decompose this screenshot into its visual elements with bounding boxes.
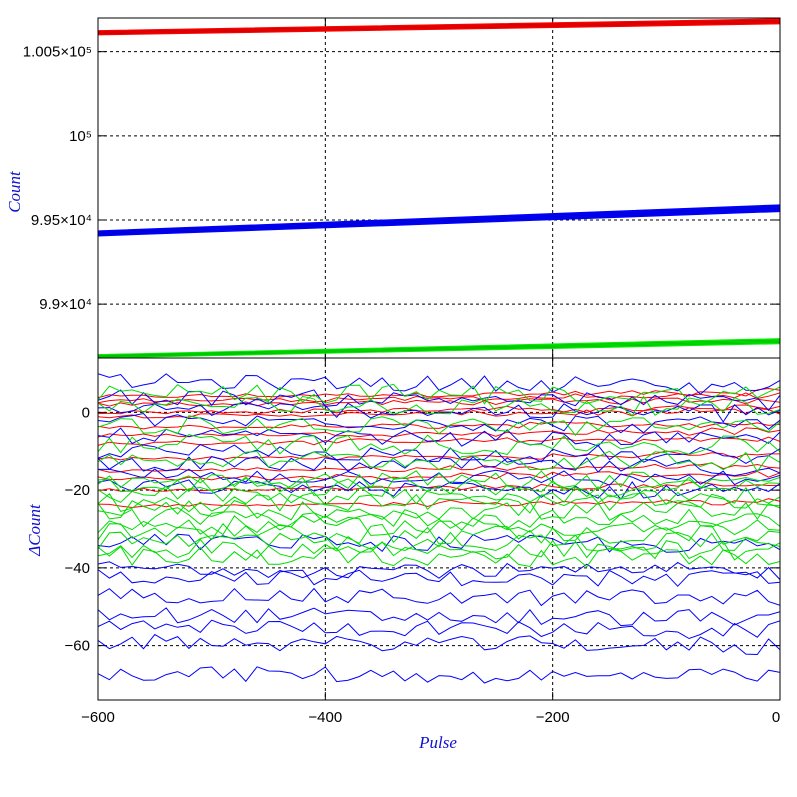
top-series	[98, 18, 780, 358]
series-strand	[98, 209, 780, 236]
bottom-y-tick-label: −20	[65, 482, 90, 499]
series-line	[98, 607, 780, 627]
series-line	[98, 569, 780, 587]
series-strand	[98, 207, 780, 234]
top-panel	[97, 17, 781, 359]
x-tick-label: 0	[772, 709, 780, 726]
series-strand	[98, 21, 780, 34]
series-line	[98, 433, 780, 456]
series-line	[98, 666, 780, 684]
series-line	[98, 515, 780, 536]
series-line	[98, 633, 780, 656]
series-line	[98, 561, 780, 580]
top-y-tick-label: 1.005×10⁵	[23, 44, 92, 61]
series-strand	[98, 340, 780, 357]
series-strand	[98, 19, 780, 32]
series-line	[98, 470, 780, 491]
series-line	[98, 619, 780, 640]
series-line	[98, 492, 780, 514]
series-line	[98, 443, 780, 464]
series-line	[98, 507, 780, 530]
x-tick-label: −600	[81, 709, 115, 726]
top-y-tick-label: 9.9×10⁴	[39, 296, 92, 313]
top-y-tick-label: 9.95×10⁴	[31, 212, 92, 229]
bottom-y-axis-title: ΔCount	[25, 503, 44, 557]
series-line	[98, 404, 780, 415]
series-line	[98, 450, 780, 473]
x-tick-label: −200	[536, 709, 570, 726]
series-line	[98, 479, 780, 500]
bottom-y-tick-label: −60	[65, 638, 90, 655]
series-line	[98, 450, 780, 461]
series-line	[98, 470, 780, 481]
series-band-0	[98, 18, 780, 36]
bottom-panel	[97, 357, 781, 701]
x-tick-label: −400	[308, 709, 342, 726]
series-band-2	[98, 338, 780, 358]
series-line	[98, 383, 780, 406]
bottom-series	[98, 373, 780, 684]
series-line	[98, 415, 780, 436]
series-strand	[98, 22, 780, 35]
series-line	[98, 523, 780, 545]
series-line	[98, 395, 780, 417]
series-line	[98, 531, 780, 552]
series-line	[98, 421, 780, 430]
series-strand	[98, 342, 780, 358]
plot-frame	[97, 357, 781, 701]
plot-frame	[97, 17, 781, 359]
series-band-1	[98, 204, 780, 237]
series-strand	[98, 339, 780, 356]
top-y-axis-title: Count	[5, 170, 24, 213]
series-line	[98, 389, 780, 412]
top-y-tick-label: 10⁵	[69, 128, 92, 145]
bottom-y-tick-label: 0	[82, 404, 90, 421]
series-line	[98, 545, 780, 568]
series-line	[98, 392, 780, 404]
series-strand	[98, 206, 780, 233]
series-line	[98, 485, 780, 507]
x-axis-title: Pulse	[418, 733, 457, 752]
series-line	[98, 402, 780, 423]
series-line	[98, 538, 780, 561]
tick-labels: 9.9×10⁴ 9.95×10⁴ 10⁵ 1.005×10⁵ 0 −20 −40 −60 −60…	[23, 44, 780, 726]
series-line	[98, 427, 780, 447]
series-line	[98, 587, 780, 607]
series-line	[98, 533, 780, 553]
series-line	[98, 412, 780, 434]
series-line	[98, 436, 780, 446]
bottom-y-tick-label: −40	[65, 560, 90, 577]
series-line	[98, 387, 780, 399]
series-line	[98, 498, 780, 509]
series-line	[98, 455, 780, 477]
